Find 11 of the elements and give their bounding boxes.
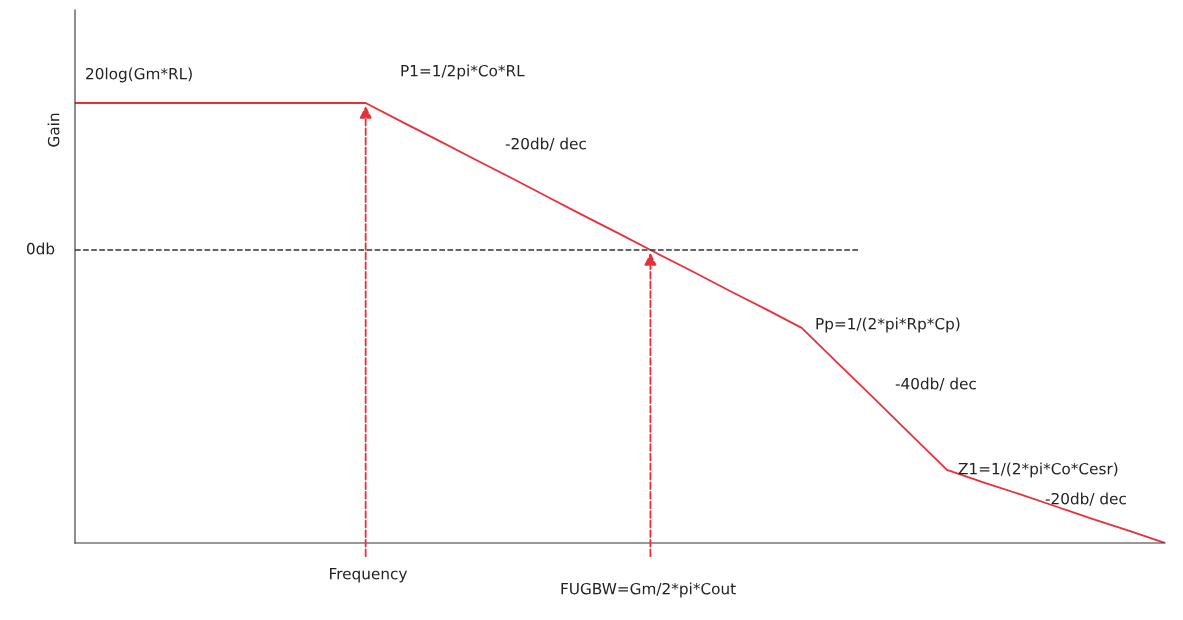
text: FUGBW=Gm/2*pi*Cout [561, 582, 736, 598]
text: P1=1/2pi*Co*RL [401, 64, 525, 80]
annotation: -20db/ dec [505, 137, 586, 151]
ref-line-label: 0db [26, 242, 55, 255]
x-axis-title: Frequency [330, 568, 407, 583]
annotation: -40db/ dec [895, 377, 976, 391]
text: 20log(Gm*RL) [86, 67, 192, 83]
y-axis-title: Gain [47, 113, 60, 147]
annotation: -20db/ dec [1045, 492, 1126, 506]
annotation: Pp=1/(2*pi*Rp*Cp) [816, 317, 960, 333]
annotation: Z1=1/(2*pi*Co*Cesr) [958, 462, 1118, 478]
